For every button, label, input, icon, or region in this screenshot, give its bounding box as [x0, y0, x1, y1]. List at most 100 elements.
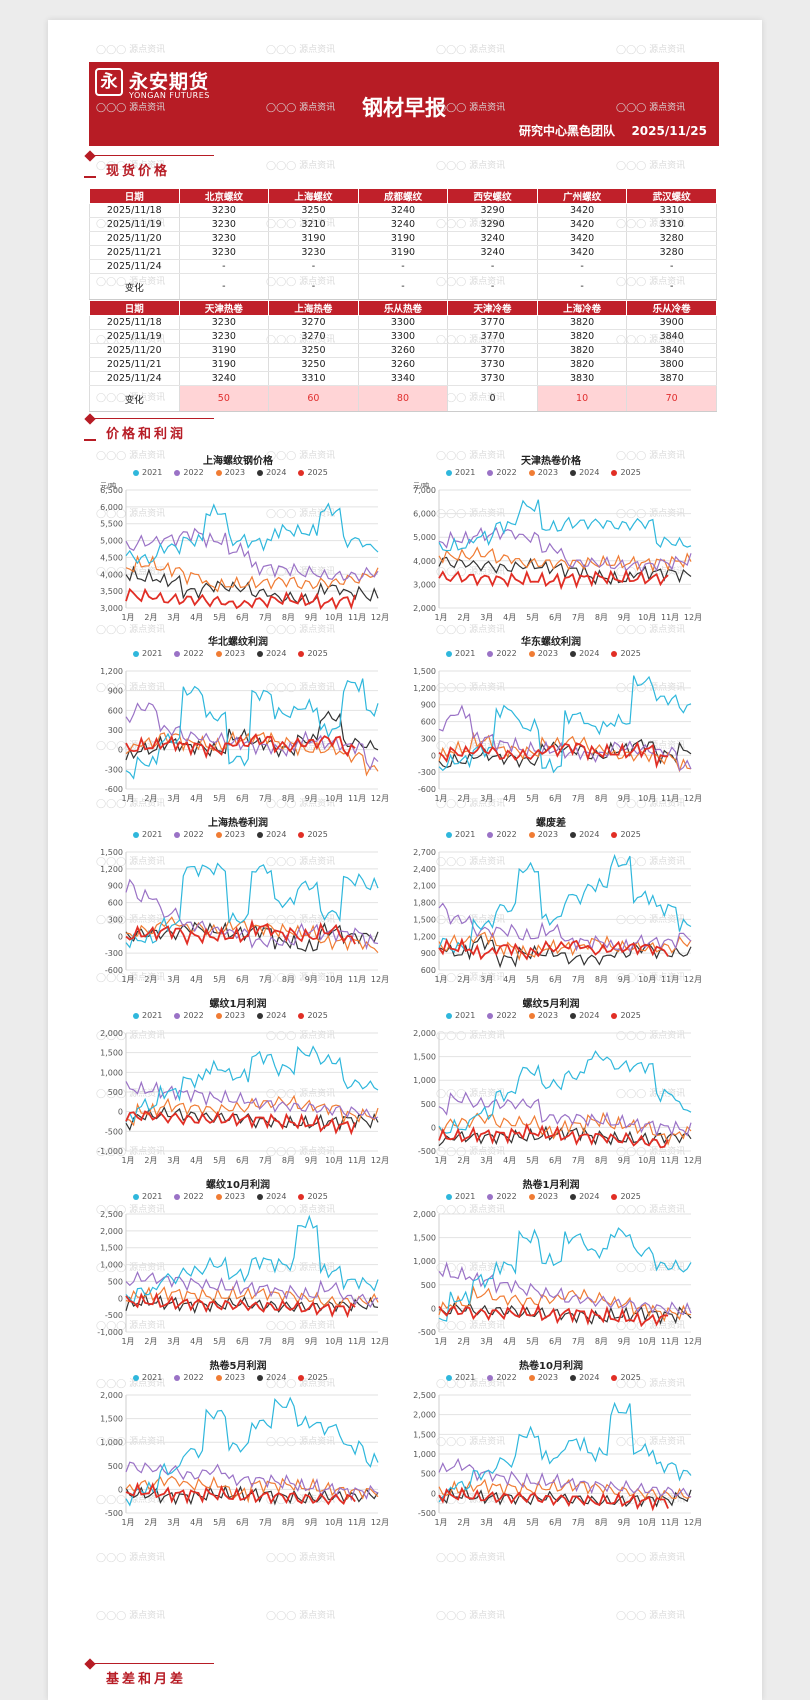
legend-label: 2021	[455, 1011, 476, 1020]
series-line-2024	[125, 1292, 379, 1315]
x-tick-label: 5月	[526, 613, 539, 622]
legend-item: 2022	[487, 468, 517, 477]
y-tick-label: 1,500	[100, 1244, 123, 1253]
x-tick-label: 4月	[190, 1156, 203, 1165]
x-tick-label: 6月	[236, 975, 249, 984]
chart-title: 天津热卷价格	[521, 456, 581, 467]
report-date: 2025/11/25	[631, 124, 707, 138]
y-tick-label: 1,200	[413, 684, 436, 693]
watermark: ◯◯◯ 源点资讯	[266, 683, 336, 693]
watermark: ◯◯◯ 源点资讯	[96, 1205, 166, 1215]
chart-legend: 2021 2022 2023 2024 2025	[446, 1011, 653, 1023]
series-line-2021	[125, 502, 379, 565]
watermark: ◯◯◯ 源点资讯	[266, 1321, 336, 1331]
series-line-2024	[125, 565, 379, 605]
watermark: ◯◯◯ 源点资讯	[616, 741, 686, 751]
x-tick-label: 3月	[480, 794, 493, 803]
x-tick-label: 9月	[305, 1518, 318, 1527]
y-tick-label: 2,000	[100, 1391, 123, 1400]
legend-label: 2022	[496, 1373, 517, 1382]
legend-item: 2022	[487, 1192, 517, 1201]
watermark: ◯◯◯ 源点资讯	[96, 1379, 166, 1389]
y-tick-label: 1,000	[100, 1261, 123, 1270]
watermark: ◯◯◯ 源点资讯	[266, 1205, 336, 1215]
x-tick-label: 7月	[572, 1156, 585, 1165]
series-line-2025	[125, 1481, 356, 1506]
legend-label: 2024	[579, 1373, 600, 1382]
x-tick-label: 2月	[457, 1518, 470, 1527]
report-team: 研究中心黑色团队	[519, 124, 616, 138]
legend-item: 2024	[257, 468, 286, 477]
legend-item: 2024	[257, 649, 286, 658]
table-change-cell: 80	[357, 385, 449, 412]
legend-label: 2025	[307, 1011, 328, 1020]
watermark: ◯◯◯ 源点资讯	[616, 161, 686, 171]
table-header-cell: 日期	[89, 188, 180, 204]
chart-title: 热卷5月利润	[209, 1361, 267, 1372]
chart-title: 华东螺纹利润	[521, 637, 581, 648]
series-line-2025	[125, 587, 356, 611]
legend-label: 2024	[266, 1373, 287, 1382]
logo-mark: 永	[95, 68, 123, 96]
table-cell: 2025/11/20	[89, 231, 180, 246]
table-cell: -	[447, 259, 538, 274]
legend-item: 2022	[174, 1192, 204, 1201]
chart-panel: 天津热卷价格 2021 2022 2023 2024 2025 7,000 6,000 5,00…	[401, 452, 701, 632]
watermark: ◯◯◯ 源点资讯	[616, 973, 686, 983]
x-tick-label: 7月	[259, 1156, 272, 1165]
table-cell: 3270	[268, 329, 359, 344]
table-cell: 3280	[626, 231, 717, 246]
chart-title: 上海螺纹钢价格	[203, 456, 273, 467]
x-tick-label: 12月	[684, 794, 701, 803]
series-line-2022	[438, 1261, 692, 1316]
table-change-row: 变化 - - - - - -	[89, 273, 717, 300]
y-tick-label: 1,500	[413, 1430, 436, 1439]
legend-label: 2021	[142, 1011, 163, 1020]
watermark: ◯◯◯ 源点资讯	[266, 915, 336, 925]
x-tick-label: 8月	[595, 1337, 608, 1346]
chart-panel: 华东螺纹利润 2021 2022 2023 2024 2025 1,500 1,200 900 6…	[401, 633, 701, 813]
watermark: ◯◯◯ 源点资讯	[616, 451, 686, 461]
table-row: 2025/11/20 3190 3250 3260 3770 3820 3840	[89, 343, 717, 358]
legend-label: 2021	[455, 649, 476, 658]
legend-label: 2021	[455, 830, 476, 839]
y-tick-label: 0	[431, 1123, 436, 1132]
legend-label: 2022	[496, 649, 517, 658]
x-tick-label: 11月	[661, 1518, 679, 1527]
x-tick-label: 10月	[325, 794, 343, 803]
legend-label: 2024	[579, 649, 600, 658]
legend-item: 2022	[174, 830, 204, 839]
watermark: ◯◯◯ 源点资讯	[266, 1379, 336, 1389]
watermark: ◯◯◯ 源点资讯	[436, 567, 506, 577]
watermark: ◯◯◯ 源点资讯	[436, 1495, 506, 1505]
series-line-2021	[125, 862, 379, 949]
legend-label: 2024	[579, 1011, 600, 1020]
table-cell: 3240	[357, 217, 449, 232]
x-tick-label: 12月	[684, 975, 701, 984]
legend-item: 2022	[174, 1373, 204, 1382]
table-cell: 3230	[178, 245, 270, 260]
table-cell: 3190	[178, 343, 270, 358]
legend-label: 2022	[183, 649, 204, 658]
watermark: ◯◯◯ 源点资讯	[96, 1495, 166, 1505]
table-cell: 3820	[536, 329, 628, 344]
x-tick-label: 9月	[618, 975, 631, 984]
chart-title: 螺纹1月利润	[209, 999, 267, 1010]
chart-panel: 螺纹5月利润 2021 2022 2023 2024 2025 2,000 1,500 1,00…	[401, 995, 701, 1175]
table-header-cell: 上海螺纹	[268, 188, 359, 204]
x-tick-label: 4月	[503, 1337, 516, 1346]
x-tick-label: 1月	[434, 794, 447, 803]
legend-item: 2023	[215, 830, 245, 839]
series-line-2022	[438, 1457, 692, 1498]
table-cell: 3310	[268, 371, 359, 386]
watermark: ◯◯◯ 源点资讯	[96, 1031, 166, 1041]
watermark: ◯◯◯ 源点资讯	[266, 973, 336, 983]
legend-item: 2024	[257, 830, 286, 839]
table-cell: 3250	[268, 203, 359, 218]
watermark: ◯◯◯ 源点资讯	[96, 741, 166, 751]
watermark: ◯◯◯ 源点资讯	[616, 1611, 686, 1621]
y-tick-label: 4,000	[100, 570, 123, 579]
legend-item: 2021	[446, 468, 475, 477]
x-tick-label: 9月	[305, 794, 318, 803]
x-tick-label: 4月	[190, 975, 203, 984]
